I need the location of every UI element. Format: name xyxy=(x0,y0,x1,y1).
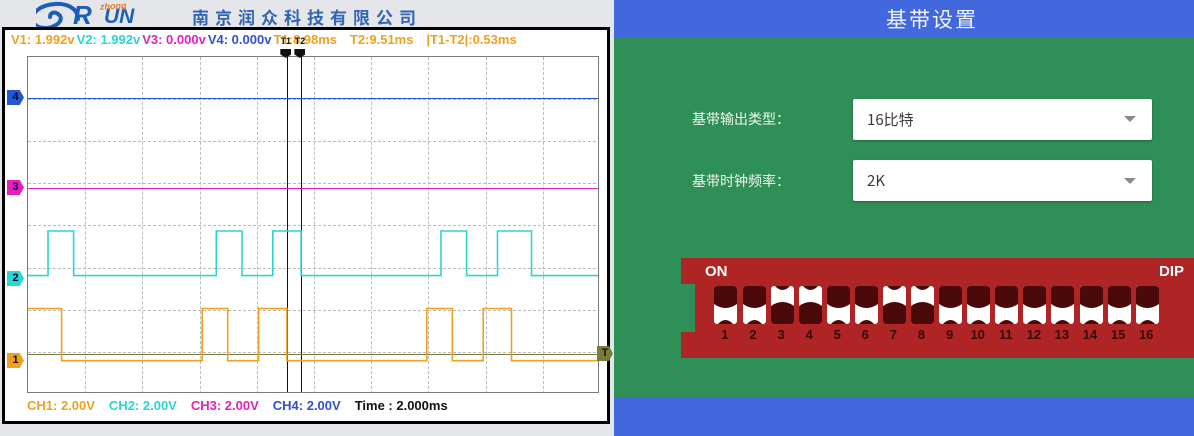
svg-text:R: R xyxy=(73,0,92,27)
